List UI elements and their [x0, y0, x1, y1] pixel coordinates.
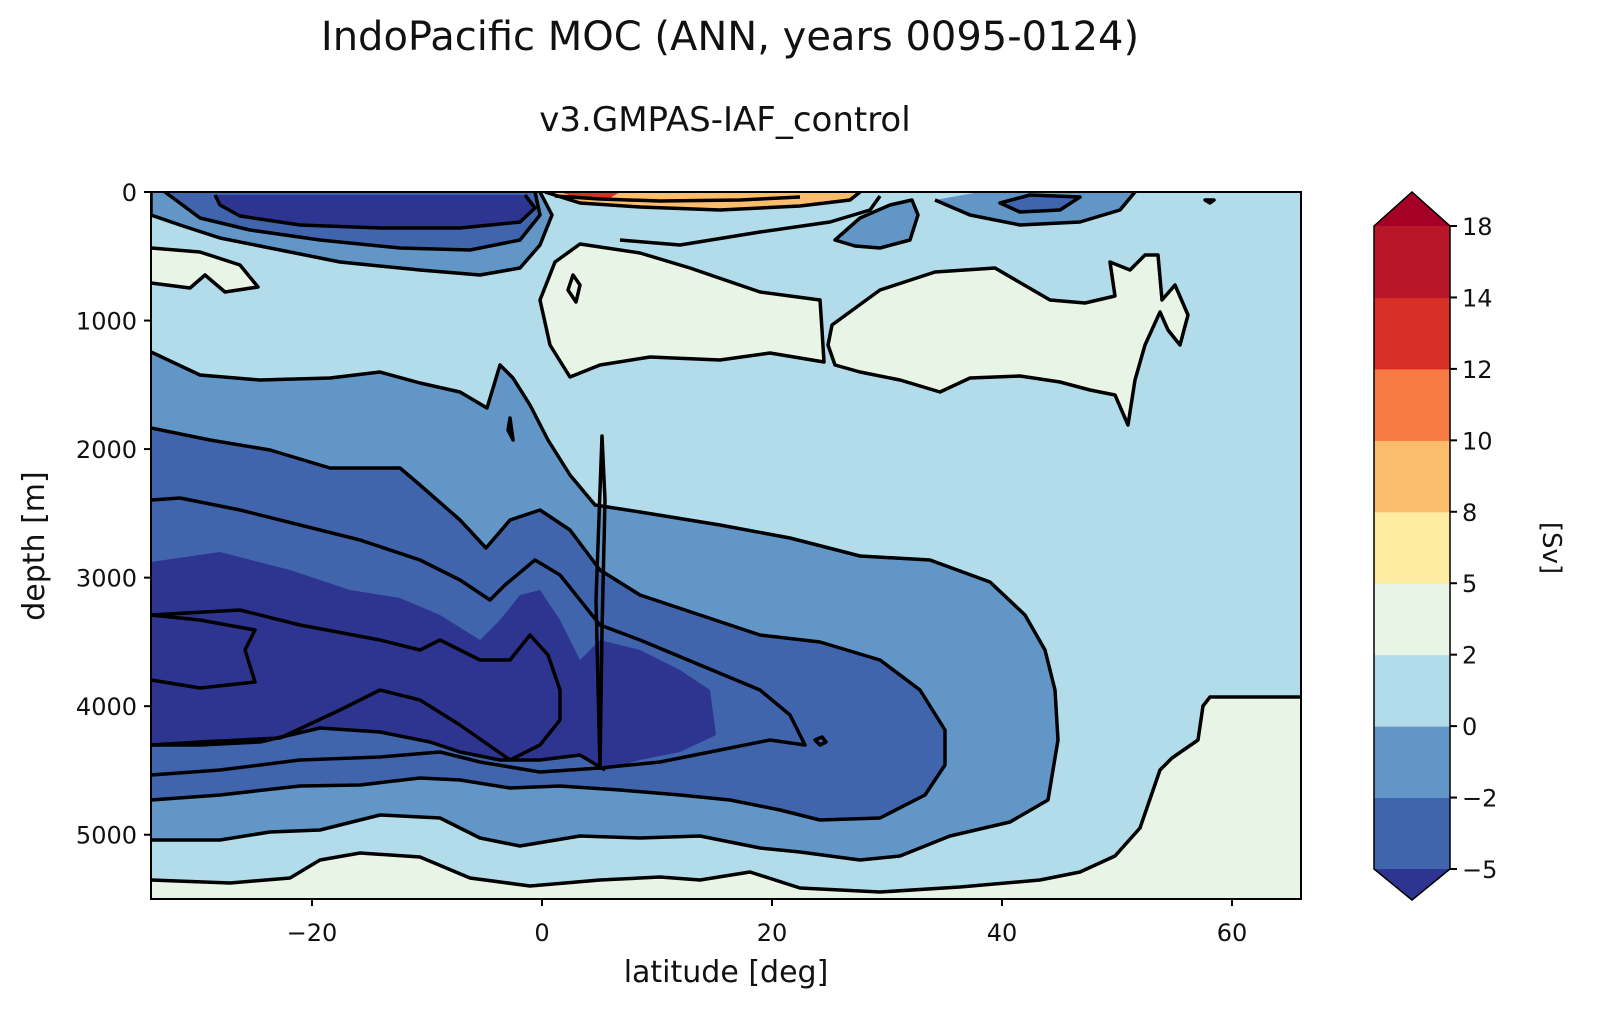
contour-fill-2-5-bottom: [151, 697, 1301, 899]
colorbar-tick-label: −5: [1462, 856, 1497, 884]
contour-line: [151, 192, 554, 277]
x-tick-label: 20: [757, 919, 788, 947]
contour-line: [833, 198, 920, 250]
contour-fill-2-5-topleft: [151, 248, 258, 292]
x-tick-label: 0: [534, 919, 549, 947]
contour-line: [151, 608, 562, 762]
contour-line: [1203, 198, 1216, 205]
contour-line: [151, 695, 1301, 894]
contour-line: [151, 350, 1060, 862]
chart-subtitle: v3.GMPAS-IAF_control: [539, 100, 911, 140]
colorbar-tick-label: −2: [1462, 785, 1497, 813]
y-axis: 0 1000 2000 3000 4000 5000: [76, 179, 151, 850]
contour-line: [538, 242, 826, 379]
colorbar-segment: [1374, 511, 1450, 584]
contour-line: [151, 246, 260, 294]
contour-line: [151, 726, 606, 772]
colorbar: −5 −2 0 2 5 8 10 12 14 18: [1373, 190, 1497, 901]
colorbar-tick-label: 14: [1462, 284, 1493, 312]
contour-fill-2-5-mid1: [540, 244, 824, 377]
contour-line: [826, 253, 1190, 427]
colorbar-tick-label: 10: [1462, 427, 1493, 455]
contour-lines: [151, 192, 1301, 894]
contour-line: [594, 434, 607, 771]
contour-line: [554, 194, 801, 203]
contour-line: [619, 194, 882, 247]
y-tick-label: 5000: [76, 822, 137, 850]
colorbar-segment: [1374, 226, 1450, 298]
colorbar-segment: [1374, 440, 1450, 513]
contour-line: [163, 192, 542, 252]
colorbar-tick-label: 0: [1462, 713, 1477, 741]
y-tick-label: 1000: [76, 308, 137, 336]
y-axis-label: depth [m]: [17, 471, 52, 621]
colorbar-over-triangle: [1374, 192, 1450, 226]
contour-line: [813, 735, 828, 747]
contour-fill-surface-north1: [835, 200, 918, 248]
colorbar-tick-label: 8: [1462, 499, 1477, 527]
contour-fill-below-neg5-core: [151, 552, 716, 770]
contour-line: [151, 613, 257, 690]
y-tick-label: 4000: [76, 693, 137, 721]
colorbar-tick-label: 5: [1462, 570, 1477, 598]
colorbar-tick-label: 18: [1462, 213, 1493, 241]
contour-fill-below-neg5-surface: [215, 195, 535, 228]
colorbar-segment: [1374, 654, 1450, 727]
contour-line: [213, 193, 537, 230]
colorbar-segment: [1374, 297, 1450, 370]
colorbar-under-triangle: [1374, 869, 1450, 900]
colorbar-tick-label: 12: [1462, 356, 1493, 384]
colorbar-segment: [1374, 583, 1450, 656]
y-tick-label: 2000: [76, 436, 137, 464]
colorbar-tick-label: 2: [1462, 642, 1477, 670]
contour-line: [544, 192, 862, 212]
x-tick-label: 40: [987, 919, 1018, 947]
contour-line: [151, 496, 807, 777]
chart-title: IndoPacific MOC (ANN, years 0095-0124): [320, 14, 1140, 60]
contour-line: [151, 426, 947, 822]
plot-frame: [150, 191, 1302, 900]
contour-line: [506, 416, 515, 442]
colorbar-label: [Sv]: [1536, 522, 1566, 574]
contour-line: [934, 192, 1137, 227]
colorbar-segment: [1374, 368, 1450, 441]
contour-line: [998, 193, 1082, 214]
y-tick-label: 3000: [76, 565, 137, 593]
colorbar-segment: [1374, 797, 1450, 870]
contour-line: [566, 273, 582, 304]
x-axis: −20 0 20 40 60: [287, 899, 1248, 947]
colorbar-segment: [1374, 726, 1450, 799]
x-tick-label: 60: [1217, 919, 1248, 947]
x-axis-label: latitude [deg]: [624, 955, 829, 990]
y-tick-label: 0: [122, 179, 137, 207]
contour-fill-2-5-mid2: [828, 255, 1188, 425]
x-tick-label: −20: [287, 919, 338, 947]
contour-fills: [151, 192, 1301, 899]
